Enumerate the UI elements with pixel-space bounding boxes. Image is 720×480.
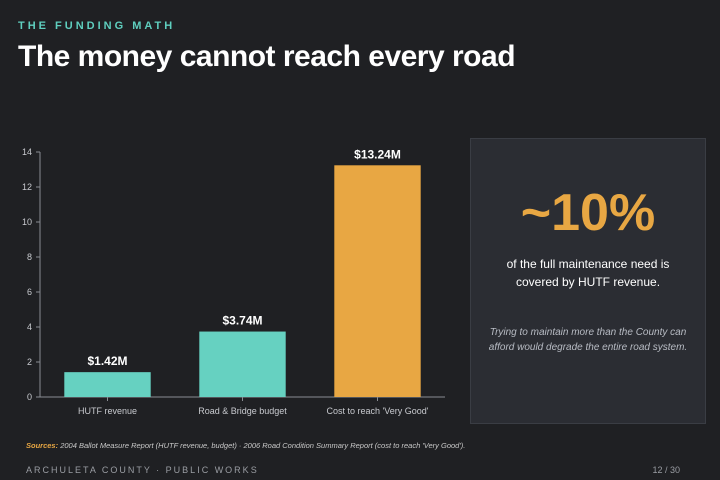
x-category-label: Cost to reach 'Very Good' bbox=[327, 406, 429, 416]
x-category-label: Road & Bridge budget bbox=[198, 406, 287, 416]
y-tick-label: 12 bbox=[22, 182, 32, 192]
section-eyebrow: THE FUNDING MATH bbox=[18, 20, 176, 32]
funding-bar-chart: 0 2 4 6 8 10 12 14 $1.42M HUTF revenue $3.74M Road … bbox=[22, 147, 445, 416]
sources-label: Sources: bbox=[26, 441, 59, 450]
y-tick-label: 2 bbox=[27, 357, 32, 367]
sources-line: Sources: 2004 Ballot Measure Report (HUT… bbox=[26, 441, 465, 450]
footer-org: ARCHULETA COUNTY · PUBLIC WORKS bbox=[26, 465, 259, 475]
bar-data-label: $1.42M bbox=[87, 354, 127, 368]
bar bbox=[199, 331, 286, 397]
coverage-stat: ~10% bbox=[520, 184, 656, 242]
y-tick-label: 10 bbox=[22, 217, 32, 227]
stat-callout-panel: ~10% of the full maintenance need is cov… bbox=[470, 138, 706, 424]
bar-data-label: $3.74M bbox=[222, 314, 262, 328]
page-title: The money cannot reach every road bbox=[18, 40, 516, 73]
y-tick-label: 14 bbox=[22, 147, 32, 157]
coverage-note: Trying to maintain more than the County … bbox=[488, 327, 688, 353]
y-tick-label: 6 bbox=[27, 287, 32, 297]
page-number: 12 / 30 bbox=[652, 465, 680, 475]
bar-data-label: $13.24M bbox=[354, 147, 401, 161]
coverage-description: of the full maintenance need is covered … bbox=[506, 257, 670, 289]
sources-text: 2004 Ballot Measure Report (HUTF revenue… bbox=[60, 441, 466, 450]
y-tick-label: 0 bbox=[27, 392, 32, 402]
y-tick-label: 8 bbox=[27, 252, 32, 262]
bar bbox=[334, 165, 421, 397]
x-category-label: HUTF revenue bbox=[78, 406, 137, 416]
y-tick-label: 4 bbox=[27, 322, 32, 332]
bar bbox=[64, 372, 151, 397]
